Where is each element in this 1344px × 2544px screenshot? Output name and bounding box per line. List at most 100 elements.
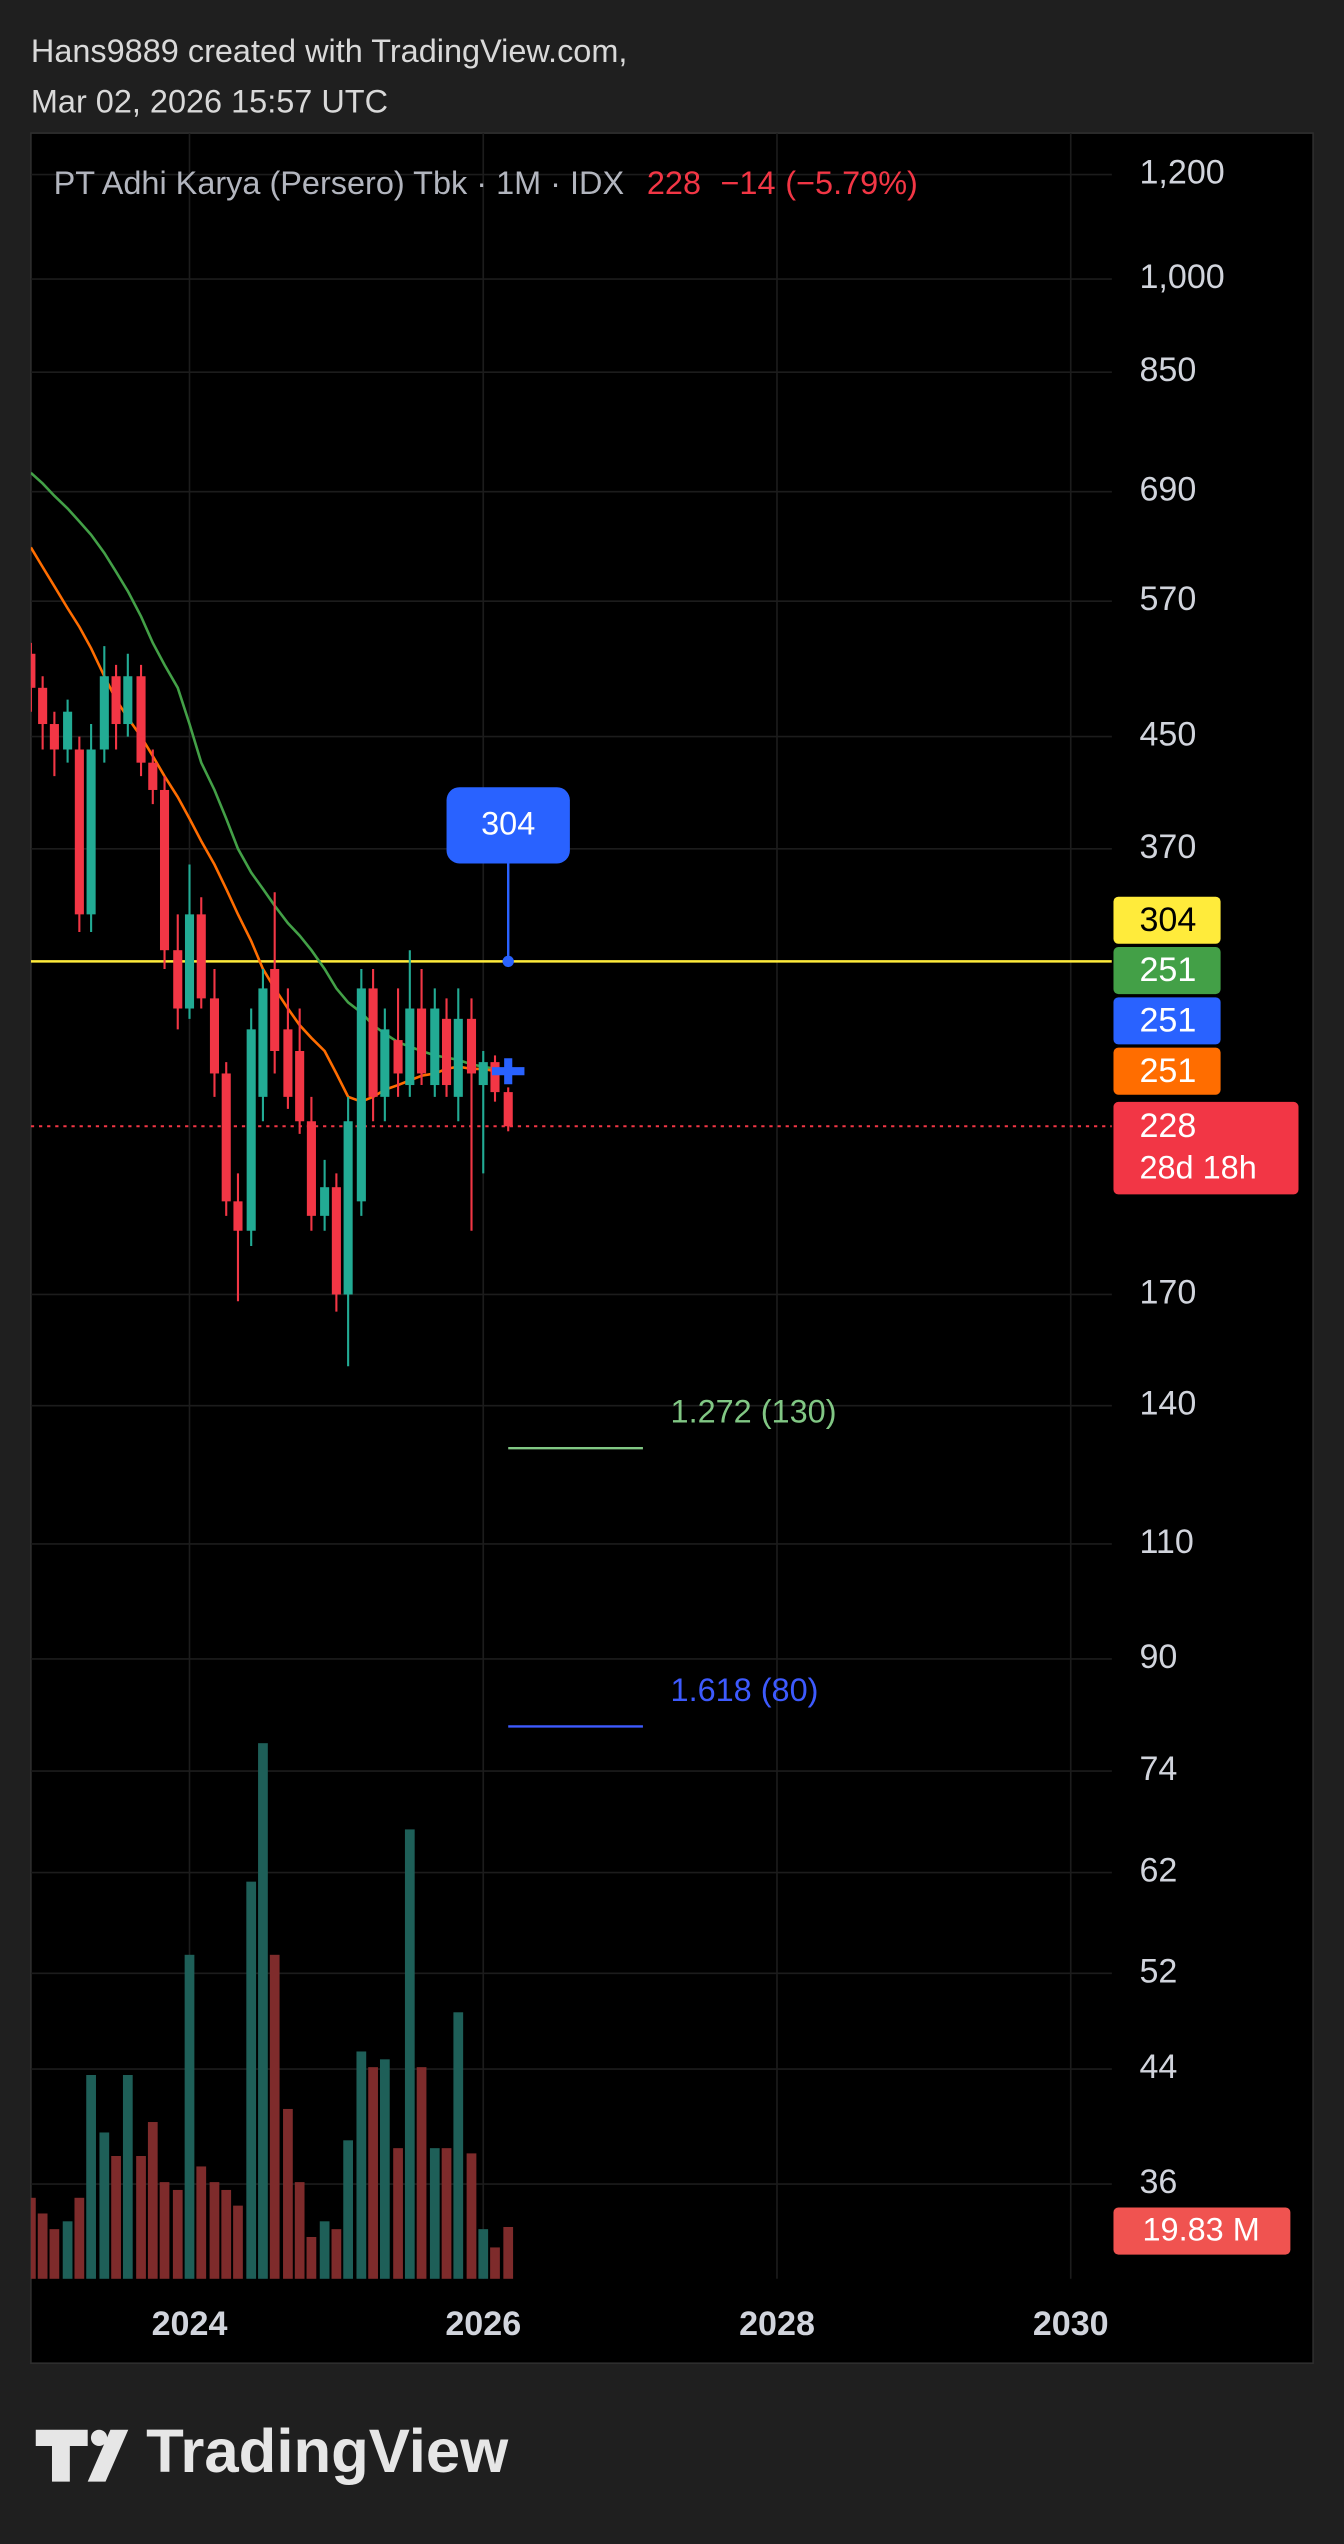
price-tag-label: 251: [1139, 1001, 1196, 1039]
price-tag: [1113, 896, 1221, 944]
candle-body: [466, 1018, 477, 1074]
y-tick-label: 44: [1139, 2048, 1177, 2086]
y-tick-label: 690: [1139, 471, 1196, 509]
candle-body: [258, 988, 268, 1097]
countdown: 28d 18h: [1139, 1150, 1256, 1186]
volume-tag-label: 19.83 M: [1142, 2211, 1259, 2247]
y-tick-label: 1,200: [1139, 154, 1224, 192]
volume-bar: [453, 2012, 464, 2279]
price-tag-label: 251: [1139, 1052, 1196, 1090]
candle-body: [356, 988, 366, 1202]
candle-body: [136, 676, 146, 763]
volume-bar: [111, 2155, 121, 2279]
volume-bar: [478, 2229, 489, 2279]
volume-bar: [306, 2236, 317, 2279]
anchor-dot: [502, 955, 514, 968]
candle-body: [30, 653, 36, 688]
change-percent: (−5.79%): [785, 165, 918, 201]
y-tick-label: 370: [1139, 828, 1196, 866]
candle-body: [49, 724, 59, 750]
y-tick-label: 36: [1139, 2163, 1177, 2201]
candle-body: [490, 1062, 500, 1093]
candle-body: [393, 1040, 403, 1074]
volume-bar: [356, 2051, 367, 2279]
volume-bar: [503, 2226, 514, 2279]
volume-bar: [30, 2197, 36, 2279]
volume-bar: [74, 2197, 85, 2279]
y-tick-label: 450: [1139, 716, 1196, 754]
candle-body: [209, 998, 220, 1074]
grid: [30, 133, 1112, 2279]
symbol-title: PT Adhi Karya (Persero) Tbk · 1M · IDX: [54, 165, 625, 201]
volume-bar: [172, 2189, 183, 2279]
candle-body: [430, 1008, 440, 1086]
volume-bar: [393, 2148, 403, 2279]
candle-body: [123, 676, 133, 725]
legend: PT Adhi Karya (Persero) Tbk · 1M · IDX 22…: [54, 165, 918, 201]
x-tick-label: 2024: [152, 2305, 228, 2343]
x-tick-label: 2028: [739, 2305, 815, 2343]
volume-bar: [159, 2182, 170, 2279]
price-tag-label: 251: [1139, 951, 1196, 989]
candle-body: [478, 1062, 488, 1086]
y-tick-label: 110: [1139, 1523, 1193, 1561]
chart-frame: [30, 132, 1314, 2365]
header-line: Mar 02, 2026 15:57 UTC: [31, 83, 388, 119]
moving-average: [30, 546, 509, 1104]
logo-icon: [87, 2429, 129, 2482]
price-bubble-label: 304: [481, 806, 535, 842]
price-axis: 36 44 52 62 74 90 110 140 170 370 450 570 690 850 1,00…: [1139, 154, 1224, 2202]
last-price: 228: [647, 165, 701, 201]
candle-body: [173, 950, 183, 1009]
candle-body: [233, 1201, 243, 1231]
logo-icon: [90, 2429, 108, 2446]
volume-bar: [319, 2221, 330, 2279]
volume-bar: [136, 2155, 146, 2279]
volume-bar: [379, 2059, 390, 2279]
volume-bar: [441, 2148, 452, 2279]
candle-body: [74, 749, 84, 915]
candle-body: [86, 749, 96, 915]
volume-bar: [258, 1743, 268, 2279]
volume-bar: [209, 2182, 220, 2279]
candle-body: [270, 968, 280, 1051]
volume-bar: [62, 2221, 73, 2279]
header-line: Hans9889 created with TradingView.com,: [31, 33, 628, 69]
candle-body: [441, 1018, 452, 1086]
candle-body: [38, 687, 48, 725]
price-tag: [1113, 947, 1221, 995]
volume-bar: [429, 2148, 440, 2279]
moving-average: [30, 471, 509, 1073]
volume-bar: [99, 2132, 110, 2279]
volume-bar: [283, 2108, 293, 2279]
candle-body: [320, 1187, 330, 1216]
x-tick-label: 2026: [445, 2305, 521, 2343]
volume-bar: [184, 1954, 195, 2279]
y-tick-label: 850: [1139, 351, 1196, 389]
price-tag: [1113, 1047, 1221, 1095]
volume-bar: [49, 2229, 60, 2279]
volume-bar: [466, 2153, 477, 2279]
candle-body: [417, 1008, 427, 1074]
price-bubble: [446, 787, 570, 864]
y-tick-label: 140: [1139, 1385, 1196, 1423]
volume-bar: [490, 2247, 500, 2279]
candle-body: [295, 1050, 305, 1122]
y-tick-label: 90: [1139, 1638, 1177, 1676]
volume-bar: [269, 1954, 280, 2279]
y-tick-label: 170: [1139, 1273, 1196, 1311]
volume-tag: [1113, 2207, 1291, 2255]
last-price-tag: [1113, 1101, 1299, 1195]
volume-bar: [37, 2213, 48, 2279]
candle-body: [283, 1029, 293, 1097]
candle-body: [306, 1121, 316, 1216]
fib-label: 1.618 (80): [671, 1672, 819, 1708]
x-tick-label: 2030: [1033, 2305, 1109, 2343]
candle-body: [196, 914, 206, 999]
volume-bar: [147, 2122, 158, 2279]
volume-bar: [368, 2067, 378, 2279]
y-tick-label: 570: [1139, 580, 1196, 618]
volume-bar: [246, 1881, 257, 2279]
